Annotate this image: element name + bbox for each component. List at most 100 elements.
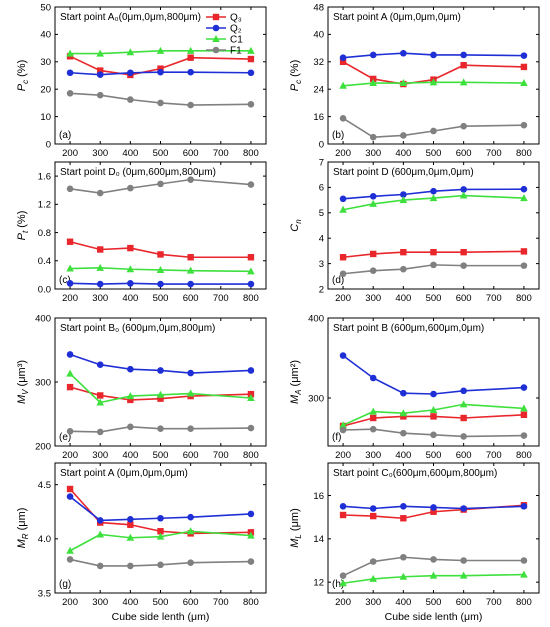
data-point-q3: [127, 521, 134, 528]
data-point-f1: [460, 122, 467, 130]
data-point-c1: [156, 46, 165, 54]
data-point-f1: [187, 101, 194, 109]
x-tick-label: 600: [183, 450, 199, 461]
series-line-q2: [343, 505, 524, 510]
data-point-q3: [97, 67, 104, 74]
legend-label: Q₃: [230, 13, 242, 24]
panel-annotation: Start point D (600μm,0μm,0μm): [333, 167, 474, 178]
x-tick-label: 700: [486, 293, 502, 304]
data-point-q3: [430, 248, 437, 256]
data-point-c1: [247, 531, 255, 539]
data-point-f1: [187, 425, 194, 433]
data-point-f1: [339, 426, 347, 434]
data-point-q3: [370, 75, 377, 83]
data-point-q3: [400, 515, 407, 522]
series-line-f1: [342, 117, 524, 138]
series-line-f1: [342, 556, 524, 577]
data-point-f1: [127, 96, 134, 103]
data-point-q3: [66, 383, 74, 391]
data-point-c1: [459, 571, 468, 579]
panel-letter: (d): [332, 275, 344, 286]
data-point-q2: [430, 504, 437, 511]
y-tick-label: 4: [319, 234, 324, 245]
y-tick-label: 40: [313, 30, 324, 41]
y-axis-label: MA (μm²): [289, 360, 303, 404]
panel-annotation: Start point A (0μm,0μm,0μm): [333, 12, 461, 23]
data-point-c1: [126, 533, 135, 541]
panel-letter: (g): [59, 579, 71, 590]
data-point-q2: [247, 367, 255, 374]
y-tick-label: 2: [319, 284, 324, 295]
data-point-c1: [520, 570, 528, 578]
data-point-f1: [247, 181, 255, 188]
legend-label: C1: [230, 35, 243, 46]
x-tick-label: 300: [92, 450, 108, 461]
data-point-c1: [247, 267, 255, 275]
data-point-q3: [157, 65, 164, 72]
chart-panel-6: 200 300 400 500 600 700 800 3.5 4.0 4.5 MR (μm) Sta…: [16, 462, 267, 608]
data-point-q3: [430, 508, 437, 515]
panel-annotation: Start point D₀ (0μm,600μm,800μm): [60, 167, 216, 178]
data-point-f1: [460, 262, 467, 269]
y-tick-label: 4.5: [38, 480, 51, 491]
x-tick-label: 300: [365, 293, 381, 304]
data-point-f1: [66, 556, 74, 563]
data-point-q2: [369, 374, 377, 382]
data-point-q2: [157, 280, 164, 288]
x-tick-label: 300: [365, 450, 381, 461]
data-point-f1: [247, 424, 255, 432]
data-point-q2: [520, 185, 528, 193]
data-point-f1: [127, 423, 134, 431]
data-point-q3: [370, 414, 377, 422]
data-point-f1: [96, 428, 104, 436]
plot-frame: [327, 317, 540, 447]
data-point-q2: [400, 389, 407, 397]
chart-panel-1: 200 300 400 500 600 700 800 0 16 24 32 40 48 Pc (%) St…: [289, 2, 540, 159]
x-tick-label: 800: [243, 597, 259, 608]
x-tick-label: 200: [335, 597, 351, 608]
data-point-c1: [156, 265, 165, 273]
data-point-q2: [66, 280, 74, 287]
x-tick-label: 200: [335, 148, 351, 159]
y-tick-label: 50: [40, 2, 51, 13]
data-point-f1: [460, 433, 467, 440]
data-point-c1: [459, 400, 468, 408]
x-tick-label: 500: [153, 597, 169, 608]
data-point-q2: [96, 71, 104, 78]
x-tick-label: 300: [92, 148, 108, 159]
data-point-q2: [520, 384, 528, 391]
data-point-q3: [400, 248, 407, 256]
y-axis-label: Pc (%): [16, 60, 30, 92]
legend-swatch-marker: [212, 24, 220, 32]
y-tick-label: 0: [319, 139, 324, 150]
x-tick-label: 400: [395, 450, 411, 461]
panel-annotation: Start point C₀(600μm,600μm,800μm): [333, 468, 497, 479]
x-tick-label: 200: [62, 450, 78, 461]
x-tick-label: 500: [426, 597, 442, 608]
series-line-f1: [342, 264, 524, 275]
x-tick-label: 800: [516, 148, 532, 159]
data-point-q3: [460, 62, 467, 69]
data-point-q3: [520, 411, 528, 418]
data-point-q3: [187, 54, 194, 61]
data-point-f1: [460, 557, 467, 564]
data-point-f1: [247, 558, 255, 565]
data-point-c1: [429, 406, 438, 413]
data-point-c1: [66, 264, 74, 272]
series-line-c1: [69, 530, 251, 552]
data-point-c1: [126, 265, 135, 273]
y-axis-label: MV (μm³): [16, 360, 30, 404]
data-point-f1: [157, 99, 164, 107]
data-point-q2: [247, 69, 255, 77]
data-point-q3: [157, 395, 164, 402]
data-point-f1: [400, 265, 407, 273]
x-tick-label: 200: [335, 450, 351, 461]
data-point-c1: [186, 46, 195, 54]
data-point-c1: [247, 394, 255, 401]
x-tick-label: 600: [456, 450, 472, 461]
data-point-q2: [430, 390, 437, 398]
data-point-q3: [157, 251, 164, 258]
x-tick-label: 300: [365, 597, 381, 608]
y-tick-label: 400: [308, 313, 324, 324]
